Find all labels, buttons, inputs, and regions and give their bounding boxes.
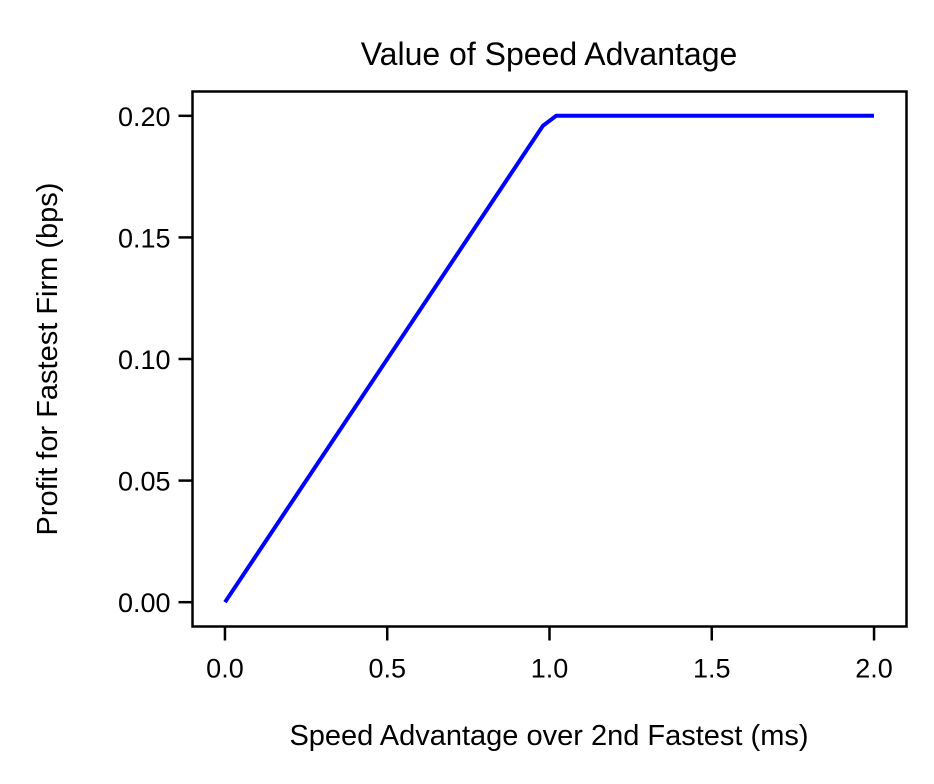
y-tick-label: 0.05 xyxy=(118,467,171,497)
x-tick-label: 1.5 xyxy=(693,654,731,684)
chart-title: Value of Speed Advantage xyxy=(361,36,738,72)
x-tick-label: 0.0 xyxy=(206,654,244,684)
y-tick-label: 0.15 xyxy=(118,223,171,253)
axes-frame xyxy=(191,90,908,628)
y-tick-label: 0.00 xyxy=(118,588,171,618)
series-line-profit xyxy=(223,113,874,604)
x-tick-label: 1.0 xyxy=(531,654,569,684)
y-axis-label: Profit for Fastest Firm (bps) xyxy=(32,183,64,536)
x-axis-label: Speed Advantage over 2nd Fastest (ms) xyxy=(289,720,808,752)
x-axis-ticks: 0.0 0.5 1.0 1.5 2.0 xyxy=(206,626,893,684)
y-tick-label: 0.20 xyxy=(118,102,171,132)
y-axis-ticks: 0.00 0.05 0.10 0.15 0.20 xyxy=(118,102,193,618)
y-tick-label: 0.10 xyxy=(118,345,171,375)
x-tick-label: 2.0 xyxy=(855,654,893,684)
x-tick-label: 0.5 xyxy=(368,654,406,684)
plot-area xyxy=(223,113,874,604)
